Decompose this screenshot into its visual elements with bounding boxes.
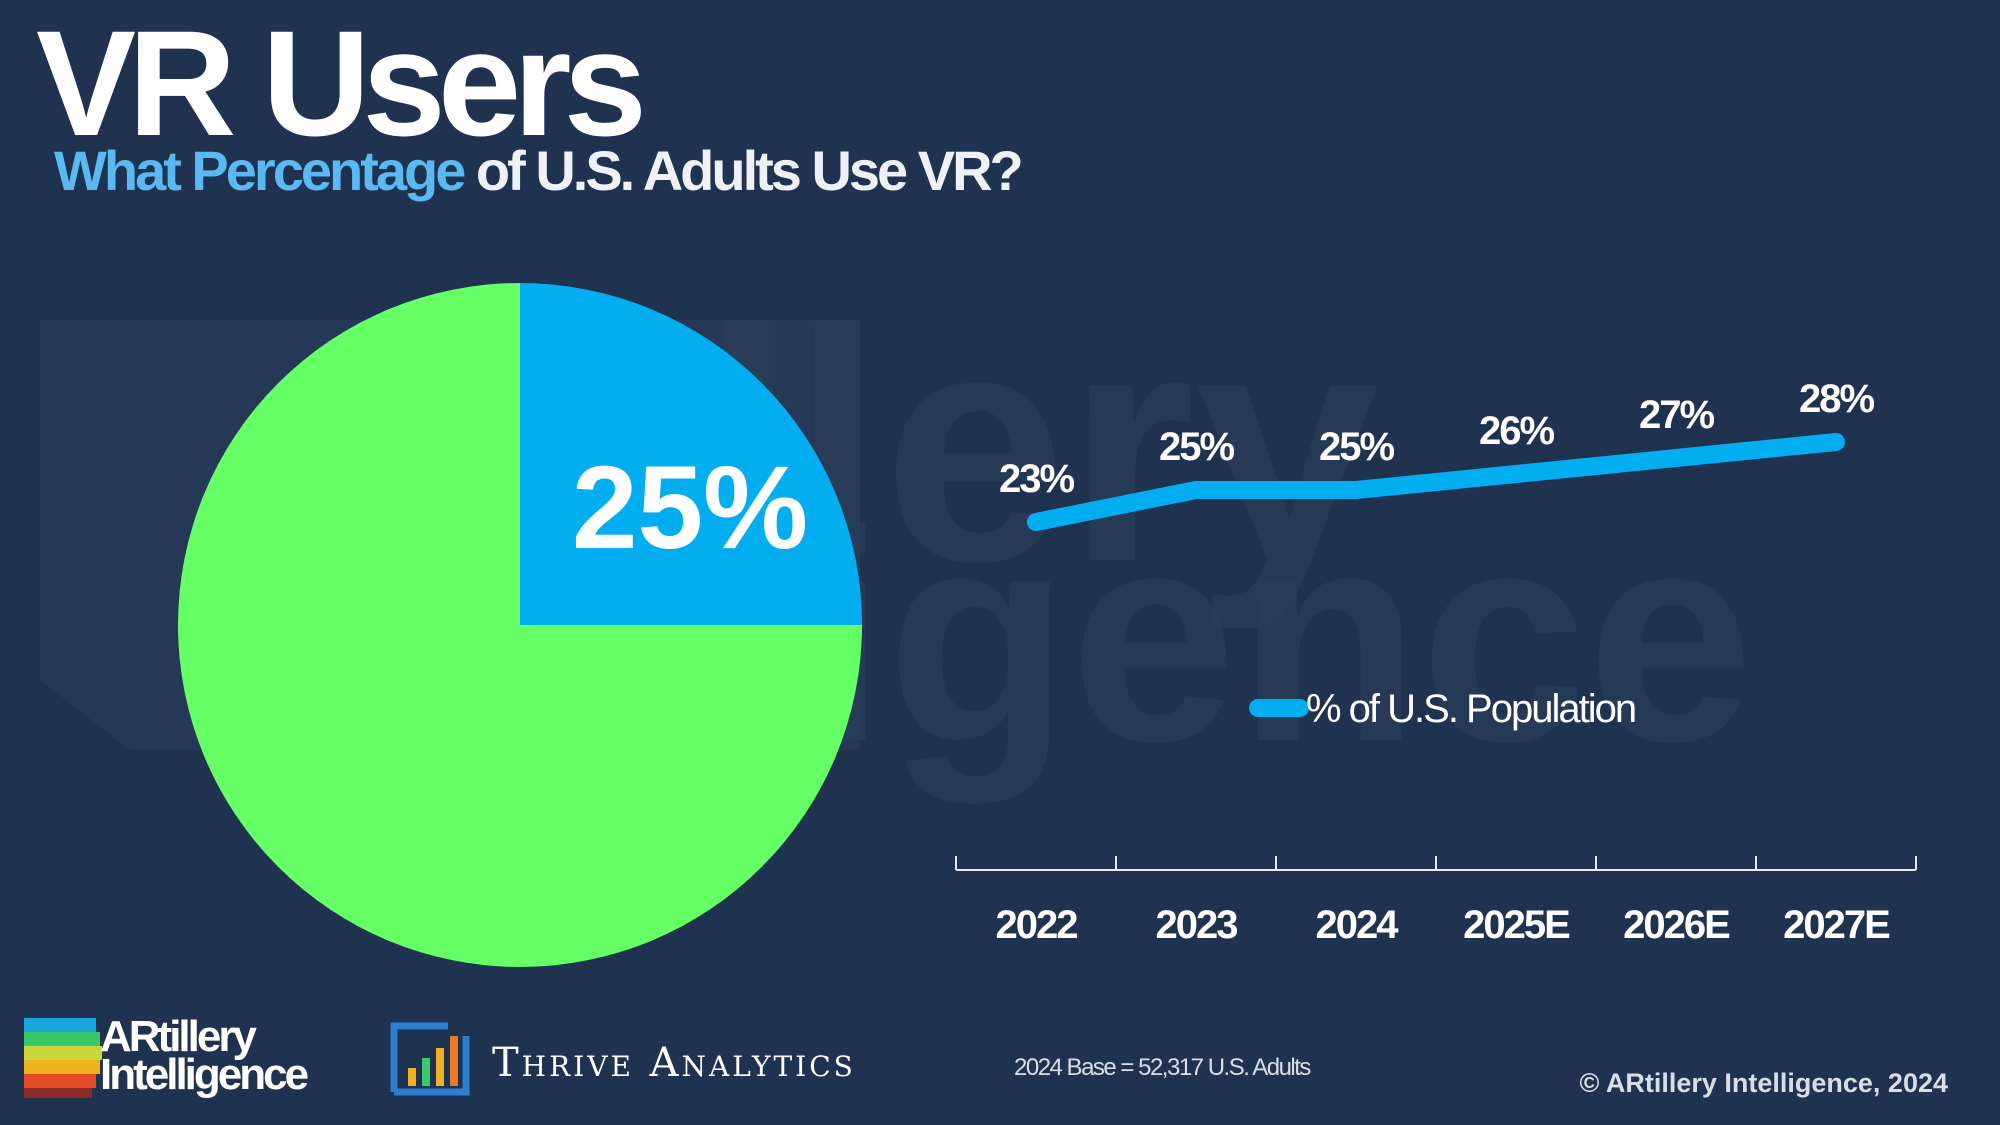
x-tick-label: 2027E [1783, 903, 1890, 947]
legend-label: % of U.S. Population [1306, 687, 1635, 731]
x-tick-label: 2026E [1623, 903, 1730, 947]
watermark-line2: ligence [720, 468, 1754, 806]
page-title: VR Users [36, 0, 647, 167]
x-tick-label: 2025E [1463, 903, 1570, 947]
copyright: © ARtillery Intelligence, 2024 [1579, 1068, 1948, 1098]
data-label: 25% [1159, 425, 1234, 469]
base-note: 2024 Base = 52,317 U.S. Adults [1014, 1054, 1311, 1081]
thrive-analytics-logo-icon [390, 1022, 470, 1096]
data-label: 23% [999, 457, 1074, 501]
artillery-logo-icon [24, 1018, 102, 1098]
thrive-analytics-logo-text: Thrive Analytics [492, 1040, 856, 1086]
artillery-logo-line2: Intelligence [100, 1050, 309, 1099]
artillery-logo-line1: ARtillery [100, 1012, 257, 1061]
data-label: 25% [1319, 425, 1394, 469]
data-label: 28% [1799, 377, 1874, 421]
pie-slice [520, 283, 862, 625]
subtitle-rest: of U.S. Adults Use VR? [463, 139, 1024, 202]
series-line [1027, 433, 1845, 531]
pie-slice-label: 25% [572, 442, 808, 574]
artillery-logo-text: ARtillery Intelligence [100, 1012, 309, 1099]
data-label: 26% [1479, 409, 1554, 453]
pie-slice [178, 283, 862, 967]
subtitle-highlight: What Percentage [54, 139, 466, 202]
x-tick-label: 2022 [996, 903, 1078, 947]
data-label: 27% [1639, 393, 1714, 437]
page-subtitle: What Percentage of U.S. Adults Use VR? [54, 138, 1024, 203]
x-tick-label: 2023 [1156, 903, 1238, 947]
x-tick-label: 2024 [1316, 903, 1400, 947]
